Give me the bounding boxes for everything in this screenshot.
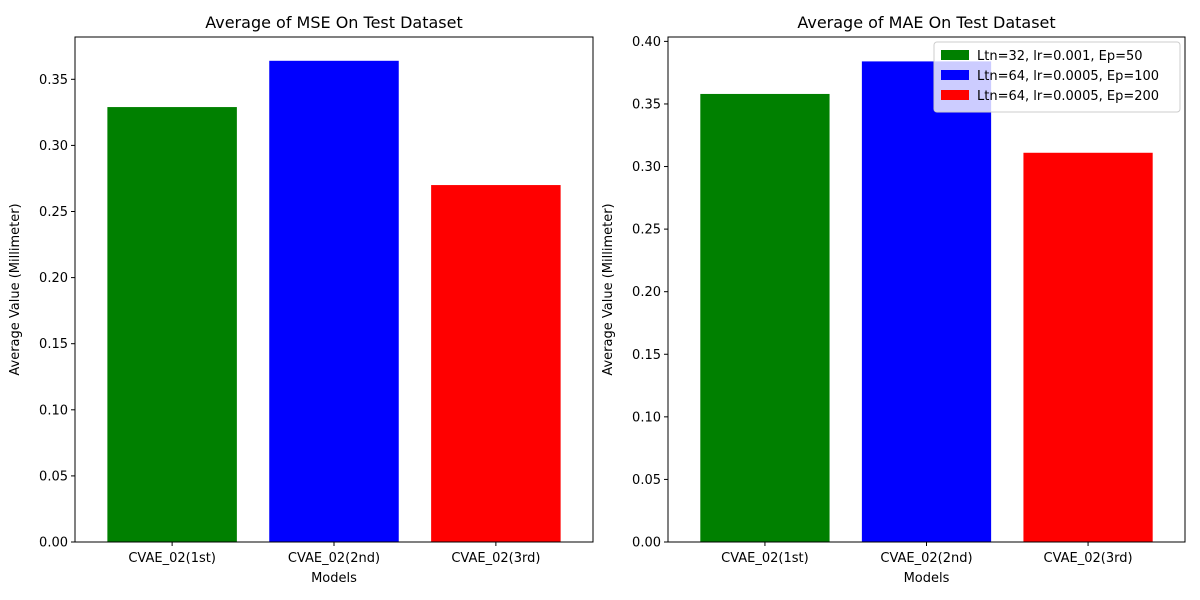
legend-entry-label: Ltn=64, lr=0.0005, Ep=200: [977, 89, 1159, 104]
bar-3: [1023, 152, 1153, 542]
y-tick-label: 0.05: [39, 469, 68, 484]
x-axis-label: Models: [904, 571, 950, 586]
legend-swatch: [941, 50, 969, 60]
bar-1: [700, 93, 830, 542]
legend-entry-label: Ltn=32, lr=0.001, Ep=50: [977, 49, 1143, 64]
x-tick-label: CVAE_02(1st): [128, 551, 216, 566]
chart-title: Average of MSE On Test Dataset: [205, 13, 463, 32]
mae-chart-panel: Average of MAE On Test Dataset 0.00 0.05 0.…: [601, 13, 1186, 586]
bar-3: [431, 185, 561, 543]
mse-chart-panel: Average of MSE On Test Dataset 0.00 0.05 0.…: [8, 13, 594, 586]
legend-box: [933, 41, 1181, 113]
bar-2: [269, 60, 399, 543]
y-tick-label: 0.30: [39, 139, 68, 154]
x-tick-label: CVAE_02(3rd): [1044, 551, 1133, 566]
y-tick-label: 0.25: [632, 223, 661, 238]
bar-1: [107, 107, 237, 543]
y-tick-label: 0.10: [39, 403, 68, 418]
y-tick-label: 0.10: [632, 410, 661, 425]
y-tick-label: 0.35: [39, 73, 68, 88]
y-axis-label: Average Value (Millimeter): [601, 203, 616, 375]
y-tick-label: 0.20: [39, 271, 68, 286]
y-axis-label: Average Value (Millimeter): [8, 203, 23, 375]
legend: Ltn=32, lr=0.001, Ep=50 Ltn=64, lr=0.0005…: [933, 41, 1181, 113]
x-tick-label: CVAE_02(2nd): [288, 551, 380, 566]
legend-swatch: [941, 70, 969, 80]
x-tick-label: CVAE_02(3rd): [451, 551, 540, 566]
y-tick-label: 0.40: [632, 35, 661, 50]
y-tick-label: 0.20: [632, 285, 661, 300]
y-tick-label: 0.05: [632, 473, 661, 488]
legend-entry-label: Ltn=64, lr=0.0005, Ep=100: [977, 69, 1159, 84]
y-tick-label: 0.35: [632, 97, 661, 112]
y-tick-label: 0.00: [39, 536, 68, 551]
legend-swatch: [941, 90, 969, 100]
chart-title: Average of MAE On Test Dataset: [797, 13, 1055, 32]
x-axis-label: Models: [311, 571, 357, 586]
x-tick-label: CVAE_02(2nd): [880, 551, 972, 566]
y-tick-label: 0.00: [632, 536, 661, 551]
y-tick-label: 0.25: [39, 205, 68, 220]
bar-2: [861, 61, 992, 542]
x-tick-label: CVAE_02(1st): [721, 551, 809, 566]
y-tick-label: 0.15: [39, 337, 68, 352]
y-tick-label: 0.30: [632, 160, 661, 175]
y-tick-label: 0.15: [632, 348, 661, 363]
